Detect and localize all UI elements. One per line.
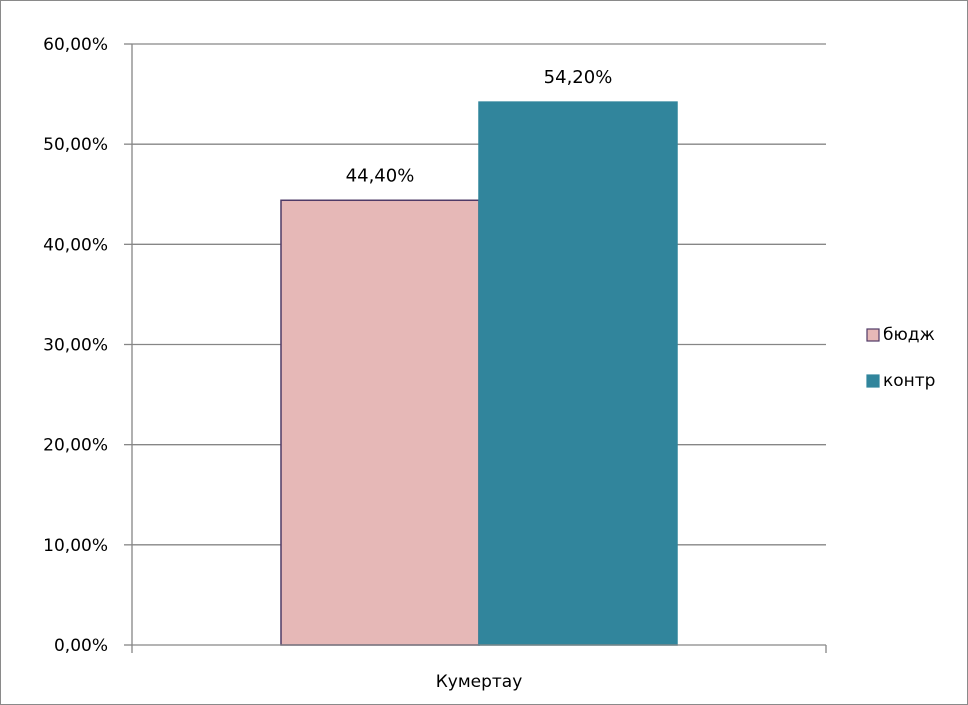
legend-item-контр: контр — [866, 371, 935, 391]
bar-data-label: 44,40% — [346, 165, 415, 186]
axes — [131, 44, 827, 653]
legend-item-бюдж: бюдж — [866, 325, 935, 345]
bars — [280, 101, 678, 646]
y-tick-label: 60,00% — [43, 35, 108, 55]
y-tick-label: 50,00% — [43, 135, 108, 155]
y-tick-label: 40,00% — [43, 235, 108, 255]
bar-data-labels: 44,40% 54,20% — [346, 67, 613, 186]
legend: бюдж контр — [866, 325, 935, 391]
legend-swatch — [866, 328, 880, 342]
y-tick-label: 30,00% — [43, 336, 108, 356]
y-tick-label: 0,00% — [54, 636, 108, 656]
legend-label: бюдж — [883, 325, 935, 345]
y-tick-label: 10,00% — [43, 536, 108, 556]
bar-data-label: 54,20% — [544, 67, 613, 88]
x-tick-label: Кумертау — [436, 672, 523, 692]
bar-контр — [478, 101, 678, 646]
x-axis-tick-labels: Кумертау — [436, 672, 523, 692]
legend-label: контр — [883, 371, 935, 391]
y-axis-tick-labels: 0,00% 10,00% 20,00% 30,00% 40,00% 50,00% 60,00… — [43, 35, 108, 656]
y-tick-label: 20,00% — [43, 436, 108, 456]
bar-бюдж — [280, 199, 480, 646]
legend-swatch — [866, 374, 880, 388]
